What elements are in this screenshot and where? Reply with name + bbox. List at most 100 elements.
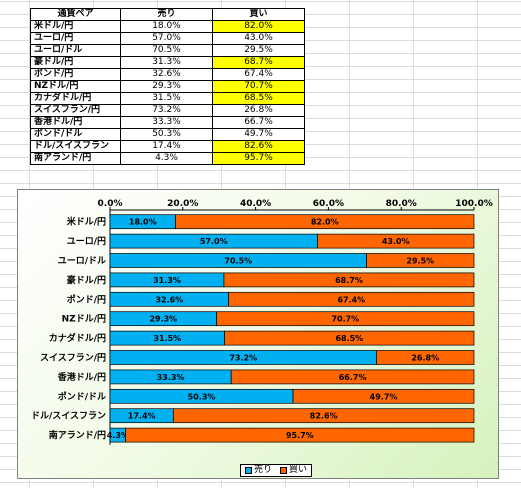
cell-buy[interactable]: 67.4%	[212, 68, 305, 81]
data-label-sell: 17.4%	[128, 412, 156, 421]
header-pair[interactable]: 通貨ペア	[30, 8, 121, 21]
data-label-buy: 82.0%	[311, 218, 339, 227]
table-row: 南アランド/円 4.3% 95.7%	[30, 152, 305, 165]
category-label: NZドル/円	[62, 314, 106, 325]
cell-buy[interactable]: 70.7%	[212, 80, 305, 93]
cell-sell[interactable]: 50.3%	[120, 128, 213, 141]
header-sell[interactable]: 売り	[120, 8, 213, 21]
bar-buy	[216, 311, 475, 327]
data-label-buy: 82.6%	[310, 412, 338, 421]
cell-sell[interactable]: 32.6%	[120, 68, 213, 81]
cell-pair[interactable]: スイスフラン/円	[30, 104, 121, 117]
cell-pair[interactable]: カナダドル/円	[30, 92, 121, 105]
cell-pair[interactable]: 南アランド/円	[30, 152, 121, 165]
bar-buy	[223, 272, 475, 288]
bar-buy	[317, 233, 475, 249]
bar-buy	[125, 427, 475, 443]
category-label: ポンド/円	[67, 293, 106, 305]
cell-sell[interactable]: 31.3%	[120, 56, 213, 69]
legend-item-sell: 売り	[245, 465, 272, 476]
category-label: ドル/スイスフラン	[31, 411, 106, 422]
cell-pair[interactable]: ドル/スイスフラン	[30, 140, 121, 153]
cell-sell[interactable]: 18.0%	[120, 20, 213, 33]
data-label-buy: 43.0%	[382, 237, 410, 246]
cell-sell[interactable]: 31.5%	[120, 92, 213, 105]
table-row: カナダドル/円 31.5% 68.5%	[30, 92, 305, 105]
data-label-sell: 50.3%	[188, 392, 216, 401]
table-row: ユーロ/円 57.0% 43.0%	[30, 32, 305, 45]
chart-area[interactable]: 0.0% 20.0% 40.0% 60.0% 80.0% 100.0% 米ドル/円 18.0%…	[17, 189, 499, 479]
stacked-bar-chart: 0.0% 20.0% 40.0% 60.0% 80.0% 100.0% 米ドル/円 18.0%…	[31, 199, 493, 445]
cell-buy[interactable]: 68.7%	[212, 56, 305, 69]
x-tick-label: 40.0%	[240, 199, 271, 209]
cell-buy[interactable]: 43.0%	[212, 32, 305, 45]
category-label: 南アランド/円	[49, 429, 106, 441]
cell-buy[interactable]: 49.7%	[212, 128, 305, 141]
cell-pair[interactable]: ポンド/ドル	[30, 128, 121, 141]
cell-pair[interactable]: ユーロ/円	[30, 32, 121, 45]
category-label: 米ドル/円	[66, 216, 106, 228]
cell-sell[interactable]: 73.2%	[120, 104, 213, 117]
category-label: ポンド/ドル	[58, 390, 106, 402]
cell-buy[interactable]: 82.0%	[212, 20, 305, 33]
data-label-buy: 66.7%	[339, 373, 367, 382]
legend-item-buy: 買い	[280, 465, 307, 476]
legend-swatch-buy	[280, 467, 288, 474]
legend[interactable]: 売り 買い	[240, 464, 313, 477]
cell-sell[interactable]: 70.5%	[120, 44, 213, 57]
cell-buy[interactable]: 26.8%	[212, 104, 305, 117]
bar-buy	[366, 253, 475, 268]
header-buy[interactable]: 買い	[212, 8, 305, 21]
data-label-buy: 26.8%	[411, 354, 439, 363]
table-row: スイスフラン/円 73.2% 26.8%	[30, 104, 305, 117]
table-row: ドル/スイスフラン 17.4% 82.6%	[30, 140, 305, 153]
data-label-sell: 31.5%	[153, 334, 181, 343]
cell-pair[interactable]: ユーロ/ドル	[30, 44, 121, 57]
data-label-buy: 67.4%	[337, 295, 365, 304]
cell-pair[interactable]: 米ドル/円	[30, 20, 121, 33]
bar-buy	[230, 369, 475, 385]
data-label-sell: 70.5%	[224, 257, 252, 266]
cell-pair[interactable]: NZドル/円	[30, 80, 121, 93]
category-label: カナダドル/円	[49, 332, 106, 344]
cell-pair[interactable]: ポンド/円	[30, 68, 121, 81]
cell-pair[interactable]: 香港ドル/円	[30, 116, 121, 129]
cell-buy[interactable]: 68.5%	[212, 92, 305, 105]
data-label-buy: 68.7%	[335, 276, 363, 285]
cell-sell[interactable]: 29.3%	[120, 80, 213, 93]
cell-sell[interactable]: 57.0%	[120, 32, 213, 45]
category-label: 香港ドル/円	[57, 371, 106, 383]
cell-pair[interactable]: 豪ドル/円	[30, 56, 121, 69]
bar-buy	[172, 408, 475, 424]
category-label: スイスフラン/円	[40, 353, 106, 364]
cell-buy[interactable]: 66.7%	[212, 116, 305, 129]
legend-swatch-sell	[245, 467, 252, 474]
bar-buy	[224, 330, 475, 346]
legend-label-sell: 売り	[254, 465, 273, 475]
cell-buy[interactable]: 29.5%	[212, 44, 305, 57]
cell-buy[interactable]: 82.6%	[212, 140, 305, 153]
bar-buy	[175, 214, 475, 230]
cell-buy[interactable]: 95.7%	[212, 152, 305, 165]
data-label-sell: 32.6%	[155, 295, 183, 304]
table-row: ポンド/円 32.6% 67.4%	[30, 68, 305, 81]
legend-label-buy: 買い	[289, 465, 308, 475]
data-label-sell: 73.2%	[229, 354, 257, 363]
data-label-sell: 4.3%	[107, 431, 129, 440]
x-tick-label: 60.0%	[313, 199, 344, 209]
x-tick-label: 20.0%	[167, 199, 198, 209]
cell-sell[interactable]: 33.3%	[120, 116, 213, 129]
data-label-sell: 29.3%	[149, 315, 177, 324]
x-tick-label: 0.0%	[98, 199, 123, 209]
category-label: ユーロ/ドル	[58, 256, 106, 267]
cell-sell[interactable]: 17.4%	[120, 140, 213, 153]
x-tick-label: 100.0%	[455, 199, 493, 209]
bar-buy	[228, 291, 475, 307]
data-label-sell: 57.0%	[200, 237, 228, 246]
table-row: 豪ドル/円 31.3% 68.7%	[30, 56, 305, 69]
data-label-sell: 18.0%	[129, 218, 157, 227]
x-tick-label: 80.0%	[386, 199, 417, 209]
table-row: ユーロ/ドル 70.5% 29.5%	[30, 44, 305, 57]
category-label: ユーロ/円	[67, 236, 106, 247]
cell-sell[interactable]: 4.3%	[120, 152, 213, 165]
